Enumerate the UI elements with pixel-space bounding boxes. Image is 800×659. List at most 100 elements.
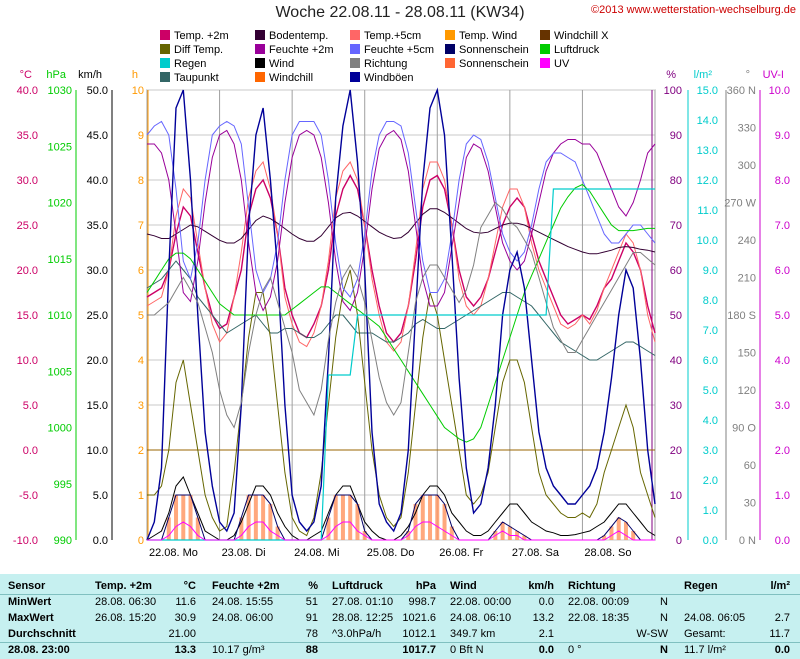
legend-swatch bbox=[255, 44, 265, 54]
legend-item: Temp. Wind bbox=[445, 30, 517, 42]
legend-label: Wind bbox=[269, 58, 295, 70]
legend-swatch bbox=[255, 72, 265, 82]
axis-unit-label: °C bbox=[20, 69, 32, 81]
header-luftdruck: Luftdruck bbox=[332, 580, 383, 592]
y-tick-label: 1015 bbox=[48, 254, 72, 266]
y-tick-label: 4 bbox=[138, 355, 144, 367]
header-wind-unit: km/h bbox=[528, 580, 554, 592]
sunshine-bar bbox=[326, 517, 331, 540]
y-tick-label: 7 bbox=[138, 220, 144, 232]
y-tick-label: 1030 bbox=[48, 85, 72, 97]
x-tick-label: 25.08. Do bbox=[367, 547, 415, 559]
sunshine-bar bbox=[348, 495, 353, 540]
legend-swatch bbox=[160, 30, 170, 40]
series-line bbox=[146, 183, 655, 443]
y-tick-label: 9.0 bbox=[703, 265, 718, 277]
series-line bbox=[146, 174, 656, 344]
sunshine-bar bbox=[602, 535, 607, 540]
legend-item: Windchill X bbox=[540, 30, 608, 42]
sunshine-bar bbox=[442, 504, 447, 540]
y-tick-label: 330 bbox=[738, 123, 756, 135]
axis-unit-label: l/m² bbox=[694, 69, 713, 81]
y-tick-label: 2.0 bbox=[703, 475, 718, 487]
y-tick-label: 240 bbox=[738, 235, 756, 247]
legend-swatch bbox=[160, 44, 170, 54]
series-line bbox=[146, 260, 656, 361]
temp-time: 26.08. 15:20 bbox=[95, 612, 157, 624]
header-feuchte: Feuchte +2m bbox=[212, 580, 280, 592]
y-tick-label: 100 bbox=[664, 85, 682, 97]
y-tick-label: 8 bbox=[138, 175, 144, 187]
y-tick-label: 995 bbox=[54, 479, 72, 491]
y-tick-label: 30 bbox=[744, 498, 756, 510]
series-line bbox=[146, 120, 656, 298]
legend-swatch bbox=[445, 30, 455, 40]
richtung-value: N bbox=[660, 596, 668, 608]
legend-item: Feuchte +2m bbox=[255, 44, 334, 56]
weather-chart: 22.08. Mo 23.08. Di 24.08. Mi 25.08. Do 26.0… bbox=[13, 69, 790, 559]
statistics-table: Sensor Temp. +2m °C Feuchte +2m% Luftdruck hP… bbox=[0, 574, 800, 659]
y-tick-label: 13.0 bbox=[697, 145, 718, 157]
row-label: Durchschnitt bbox=[8, 628, 76, 640]
legend-item: Taupunkt bbox=[160, 72, 219, 84]
y-tick-label: 0.0 bbox=[703, 535, 718, 547]
temp-time: 28.08. 06:30 bbox=[95, 596, 157, 608]
y-tick-label: 60 bbox=[744, 460, 756, 472]
y-tick-label: 90 bbox=[670, 130, 682, 142]
table-separator bbox=[0, 594, 800, 595]
wind-time: 0 Bft N bbox=[450, 644, 484, 656]
y-tick-label: 990 bbox=[54, 535, 72, 547]
header-luftdruck-unit: hPa bbox=[415, 580, 436, 592]
legend-swatch bbox=[350, 30, 360, 40]
y-tick-label: 9 bbox=[138, 130, 144, 142]
sunshine-bar bbox=[340, 495, 345, 540]
sunshine-bar bbox=[522, 535, 527, 540]
legend-item: Temp.+5cm bbox=[350, 30, 421, 42]
legend-label: Feuchte +2m bbox=[269, 44, 334, 56]
y-tick-label: 50.0 bbox=[87, 85, 108, 97]
sunshine-bar bbox=[623, 522, 628, 540]
copyright-link[interactable]: ©2013 www.wetterstation-wechselburg.de bbox=[591, 4, 796, 16]
y-tick-label: 7.0 bbox=[775, 220, 790, 232]
y-tick-label: 45.0 bbox=[87, 130, 108, 142]
row-label: MinWert bbox=[8, 596, 52, 608]
feuchte-time: 24.08. 06:00 bbox=[212, 612, 274, 624]
y-tick-label: 0.0 bbox=[23, 445, 38, 457]
sunshine-bar bbox=[174, 495, 179, 540]
y-tick-label: 20.0 bbox=[87, 355, 108, 367]
series-line bbox=[146, 208, 656, 255]
header-richtung: Richtung bbox=[568, 580, 616, 592]
y-tick-label: 1000 bbox=[48, 423, 72, 435]
y-tick-label: 90 O bbox=[732, 423, 756, 435]
sunshine-bar bbox=[420, 495, 425, 540]
wind-time: 24.08. 06:10 bbox=[450, 612, 512, 624]
sunshine-bar bbox=[631, 531, 636, 540]
x-tick-label: 23.08. Di bbox=[222, 547, 266, 559]
sunshine-bar bbox=[195, 517, 200, 540]
row-label: MaxWert bbox=[8, 612, 54, 624]
y-tick-label: 7.0 bbox=[703, 325, 718, 337]
y-tick-label: 10.0 bbox=[697, 235, 718, 247]
richtung-time: 22.08. 00:09 bbox=[568, 596, 630, 608]
feuchte-value: 78 bbox=[305, 628, 318, 640]
y-tick-label: 50 bbox=[670, 310, 682, 322]
y-tick-label: 6 bbox=[138, 265, 144, 277]
y-tick-label: 10 bbox=[670, 490, 682, 502]
wind-time: 349.7 km bbox=[450, 628, 496, 640]
legend-label: Feuchte +5cm bbox=[364, 44, 435, 56]
y-tick-label: 3 bbox=[138, 400, 144, 412]
y-tick-label: 4.0 bbox=[703, 415, 718, 427]
sunshine-bar bbox=[428, 495, 433, 540]
legend-swatch bbox=[350, 58, 360, 68]
y-tick-label: 0 bbox=[676, 535, 682, 547]
legend-label: Windböen bbox=[364, 72, 414, 84]
sunshine-bar bbox=[435, 495, 440, 540]
y-tick-label: 3.0 bbox=[775, 400, 790, 412]
legend-swatch bbox=[255, 58, 265, 68]
series-line bbox=[146, 87, 656, 541]
y-tick-label: 15.0 bbox=[17, 310, 38, 322]
y-tick-label: 8.0 bbox=[703, 295, 718, 307]
legend-swatch bbox=[445, 44, 455, 54]
sunshine-bar bbox=[275, 526, 280, 540]
y-tick-label: 120 bbox=[738, 385, 756, 397]
